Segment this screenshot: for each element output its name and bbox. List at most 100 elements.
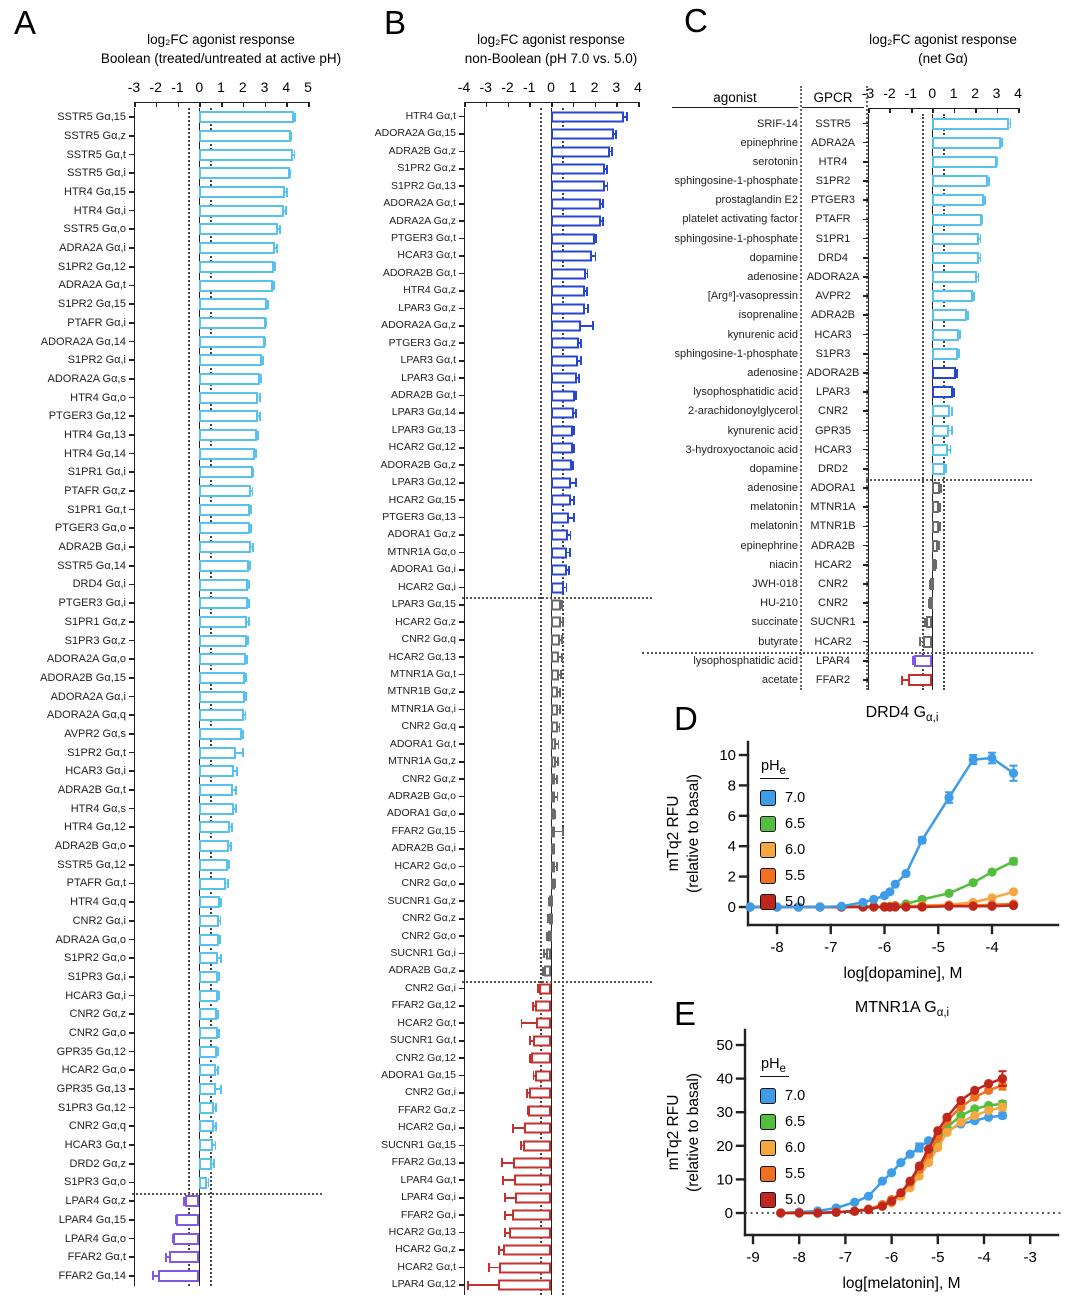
category-tick: [129, 284, 134, 287]
bar: [199, 653, 246, 666]
bar-row: FFAR2 Gα,t: [6, 1248, 336, 1267]
error-bar-cap: [529, 1036, 532, 1046]
axis-tick-mark: [868, 108, 870, 113]
bar-label: HTR4 Gα,s: [70, 802, 126, 815]
category-tick: [863, 467, 868, 470]
error-bar-cap: [262, 355, 265, 365]
error-bar-cap: [575, 408, 577, 418]
axis-tick-mark: [975, 108, 977, 113]
bar: [929, 597, 934, 610]
bar: [551, 215, 602, 227]
gpcr-label: ADORA1: [810, 482, 856, 495]
bar: [551, 425, 573, 437]
bar-row: PTAFR Gα,t: [6, 874, 336, 893]
bar: [531, 1052, 551, 1064]
error-bar: [578, 359, 582, 362]
category-tick: [129, 209, 134, 212]
axis-tick-label: 3: [260, 79, 269, 95]
error-bar: [558, 656, 562, 659]
category-tick: [863, 391, 868, 393]
category-tick: [863, 525, 868, 528]
bar-row: ADORA2A Gα,15: [338, 125, 668, 142]
axis-tick-label: 2: [971, 85, 980, 101]
bar: [551, 268, 586, 280]
category-tick: [459, 830, 464, 833]
bar: [551, 198, 602, 210]
error-bar-cap: [252, 467, 255, 477]
category-tick: [459, 848, 464, 850]
bar: [199, 728, 242, 741]
bar-row: S1PR2 Gα,t: [6, 743, 336, 762]
error-bar-cap: [254, 449, 257, 459]
bar: [199, 466, 253, 479]
data-point-ph-5.0: [942, 1112, 952, 1122]
error-bar-cap: [260, 374, 263, 384]
bar: [199, 578, 249, 591]
bar-label: HCAR3 Gα,t: [397, 249, 456, 262]
bar-row: melatonin MTNR1A: [672, 498, 1064, 517]
category-tick: [459, 760, 464, 763]
error-bar-cap: [979, 234, 982, 244]
error-bar-cap: [959, 330, 962, 340]
bar: [534, 1000, 551, 1012]
error-bar: [500, 1161, 513, 1164]
error-bar-cap: [561, 827, 564, 837]
axis-tick-mark: [594, 102, 597, 107]
bar-label: HTR4 Gα,o: [70, 391, 126, 404]
error-bar: [573, 412, 576, 414]
error-bar-cap: [251, 542, 254, 552]
gpcr-label: CNR2: [818, 405, 848, 418]
bar-row: CNR2 Gα,q: [338, 718, 668, 735]
category-tick: [863, 295, 868, 297]
category-tick: [129, 1050, 134, 1053]
category-tick: [129, 321, 134, 324]
bar: [173, 1232, 200, 1245]
bar-row: PTGER3 Gα,12: [6, 407, 336, 426]
bar: [932, 251, 980, 264]
column-separator-line: [866, 86, 868, 690]
x-tick-label: -4: [985, 939, 998, 956]
bar: [932, 501, 939, 514]
bar-row: kynurenic acid GPR35: [672, 421, 1064, 440]
x-tick-label: -8: [770, 939, 783, 956]
bar-row: HTR4 Gα,12: [6, 818, 336, 837]
bar: [932, 347, 958, 360]
error-bar-cap: [256, 430, 259, 440]
axis-tick-mark: [507, 102, 510, 107]
panel-e: E MTNR1A Gα,i 0 10 20 30 40 50 -9 -8 -7 -6 -5 -4 -3 l…: [660, 995, 1066, 1308]
category-tick: [459, 1196, 464, 1199]
bar-row: LPAR3 Gα,t: [338, 352, 668, 369]
error-bar-cap: [1009, 119, 1012, 129]
data-point-ph-7.0: [987, 753, 997, 763]
bar-label: HCAR2 Gα,15: [388, 493, 456, 506]
bar-label: CNR2 Gα,o: [68, 1026, 126, 1039]
legend-label: 5.0: [785, 1192, 806, 1208]
error-bar-cap: [245, 673, 247, 683]
bar: [551, 407, 574, 419]
bar: [199, 111, 294, 124]
bar: [551, 599, 561, 611]
error-bar: [504, 1231, 509, 1234]
bar-label: HCAR2 Gα,o: [394, 859, 456, 872]
axis-tick-label: -2: [501, 79, 514, 95]
bar-row: S1PR3 Gα,12: [6, 1098, 336, 1117]
error-bar: [511, 1127, 524, 1129]
bar: [514, 1174, 551, 1186]
bar-row: HU-210 CNR2: [672, 594, 1064, 613]
error-bar: [520, 1022, 536, 1025]
gpcr-label: S1PR2: [815, 175, 851, 188]
data-point-ph-7.0: [984, 1112, 994, 1122]
error-bar-cap: [565, 583, 568, 593]
error-bar-cap: [580, 338, 583, 348]
panel-a-rows: SSTR5 Gα,15 SSTR5 Gα,z SSTR5 Gα,t SSTR5 Gα,…: [6, 108, 336, 1287]
error-bar-cap: [246, 654, 249, 664]
bar: [534, 1070, 551, 1082]
bar: [199, 335, 265, 348]
bar-label: ADRA2B Gα,o: [54, 840, 126, 853]
data-point-ph-5.0: [997, 1074, 1008, 1084]
agonist-label: kynurenic acid: [727, 328, 798, 341]
x-tick-label: -9: [746, 1249, 759, 1266]
category-tick: [129, 975, 134, 978]
half-log2fc-guide-line: [561, 108, 564, 1295]
error-bar: [555, 795, 558, 798]
